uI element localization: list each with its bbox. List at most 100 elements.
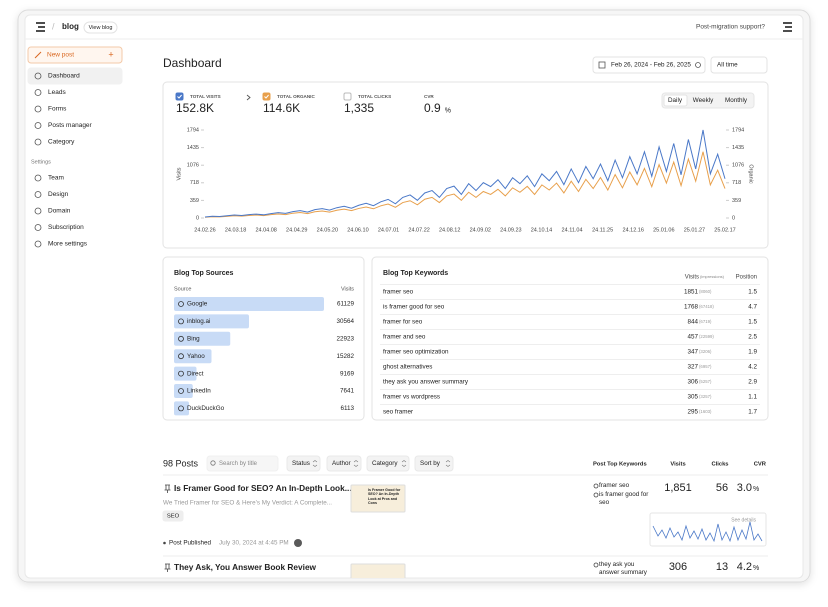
metric-label: TOTAL VISITS xyxy=(190,94,221,99)
source-name: LinkedIn xyxy=(187,388,211,395)
metrics-next-icon[interactable] xyxy=(246,94,251,101)
keyword: framer vs wordpress xyxy=(383,394,440,401)
x-tick-label: 24.04.29 xyxy=(286,227,307,233)
sidebar-item[interactable]: Forms xyxy=(48,106,67,113)
sidebar-icon xyxy=(34,72,42,80)
card-title: Blog Top Sources xyxy=(174,270,233,277)
date-range-picker[interactable] xyxy=(592,56,706,74)
filter-button[interactable] xyxy=(414,455,454,472)
sidebar-item[interactable]: Design xyxy=(48,191,69,198)
menu-icon[interactable] xyxy=(783,22,792,32)
source-icon xyxy=(178,335,184,342)
keyword: ghost alternatives xyxy=(383,364,432,371)
new-post-plus: + xyxy=(108,49,113,59)
keyword-impressions: (6957) xyxy=(699,364,712,369)
granularity-option[interactable]: Monthly xyxy=(725,97,748,104)
column-header: CVR xyxy=(754,462,767,468)
sidebar-item[interactable]: Dashboard xyxy=(48,73,80,80)
see-details[interactable]: See details xyxy=(731,517,756,523)
filter-button[interactable] xyxy=(326,455,362,472)
sidebar-item[interactable]: Category xyxy=(48,139,75,146)
filter-button[interactable] xyxy=(286,455,321,472)
chart-card xyxy=(162,81,769,249)
sidebar-item-active xyxy=(27,67,123,85)
source-icon xyxy=(178,388,184,394)
keyword-icon xyxy=(593,483,599,489)
sidebar-item[interactable]: Leads xyxy=(48,89,66,96)
keyword-position: 2.5 xyxy=(748,334,757,341)
keyword-position: 1.1 xyxy=(748,394,757,401)
keyword-visits: 305 xyxy=(687,394,698,401)
metric-label: TOTAL ORGANIC xyxy=(277,94,315,99)
filter-label[interactable]: Status xyxy=(292,460,310,467)
keyword-impressions: (67418) xyxy=(699,304,714,309)
source-icon xyxy=(178,301,184,307)
post-cvr: 3.0 xyxy=(737,482,752,494)
post-thumbnail-text-box: Is Framer Good for SEO? An In-Depth Look… xyxy=(368,488,400,505)
source-icon xyxy=(178,353,184,360)
keyword: framer seo optimization xyxy=(383,349,449,356)
metric-checkmark xyxy=(177,94,182,99)
granularity-option[interactable]: Weekly xyxy=(693,97,714,104)
post-status: Post Published xyxy=(169,540,212,547)
keyword-impressions: (8060) xyxy=(699,289,712,294)
metric-checkmark xyxy=(264,94,269,99)
filter-label[interactable]: Category xyxy=(372,460,398,467)
source-value: 61129 xyxy=(337,301,355,308)
keyword-impressions: (3257) xyxy=(699,394,712,399)
keyword: framer and seo xyxy=(383,334,426,341)
x-tick-label: 24.03.18 xyxy=(225,227,246,233)
x-tick-label: 24.12.16 xyxy=(623,227,644,233)
search-placeholder: Search by title xyxy=(219,461,258,467)
keyword: framer for seo xyxy=(383,319,423,326)
view-blog-button[interactable] xyxy=(83,21,118,34)
column-header: Clicks xyxy=(711,462,728,468)
view-blog-label: View blog xyxy=(89,25,113,31)
post-sparkline xyxy=(652,521,763,543)
sidebar-item[interactable]: More settings xyxy=(48,241,88,248)
sidebar-item[interactable]: Subscription xyxy=(48,224,84,231)
support-link[interactable]: Post-migration support? xyxy=(696,24,765,31)
keyword-impressions: (6719) xyxy=(699,319,712,324)
keyword-visits: 347 xyxy=(687,349,698,356)
column-header: Visits xyxy=(341,286,354,292)
sidebar-icon xyxy=(34,224,42,231)
sidebar-item[interactable]: Posts manager xyxy=(48,122,93,129)
post-keyword-box: they ask you answer summary xyxy=(599,561,647,576)
filter-label[interactable]: Author xyxy=(332,460,351,467)
keyword-icon xyxy=(593,492,599,498)
post-keyword: framer seo xyxy=(599,482,630,489)
keyword-position: 4.7 xyxy=(748,304,757,311)
filter-button[interactable] xyxy=(366,455,410,472)
post-keyword-box: framer seo xyxy=(599,482,630,489)
post-title[interactable]: Is Framer Good for SEO? An In-Depth Look… xyxy=(174,483,352,493)
search-box xyxy=(206,455,279,472)
series-line xyxy=(204,151,726,218)
metric-checkbox[interactable] xyxy=(175,92,184,101)
sidebar-item[interactable]: Team xyxy=(48,175,64,182)
keyword-position: 1.5 xyxy=(748,319,757,326)
metric-label: CVR xyxy=(424,94,434,99)
sidebar-item[interactable]: Domain xyxy=(48,208,71,215)
keyword: framer seo xyxy=(383,289,414,296)
metric-checkbox[interactable] xyxy=(343,92,352,101)
new-post-button[interactable] xyxy=(27,46,123,64)
keyword-impressions: (1603) xyxy=(699,409,712,414)
filter-label[interactable]: Sort by xyxy=(420,460,441,467)
x-tick-label: 25.01.27 xyxy=(684,227,705,233)
period-select[interactable] xyxy=(710,56,768,74)
y2-tick-label: 1435 xyxy=(732,145,744,151)
post-tag xyxy=(162,510,184,522)
keywords-card xyxy=(371,256,769,421)
post-title[interactable]: They Ask, You Answer Book Review xyxy=(174,562,317,572)
granularity-option[interactable]: Daily xyxy=(668,97,683,104)
y-tick-label: 1435 xyxy=(187,145,199,151)
metric-checkbox[interactable] xyxy=(262,92,271,101)
x-tick-label: 24.07.01 xyxy=(378,227,399,233)
sidebar-icon xyxy=(34,89,42,96)
keyword: seo framer xyxy=(383,409,413,416)
keyword-visits: 844 xyxy=(687,319,698,326)
y2-tick-label: 718 xyxy=(732,180,741,186)
post-cvr-unit: % xyxy=(753,565,759,572)
